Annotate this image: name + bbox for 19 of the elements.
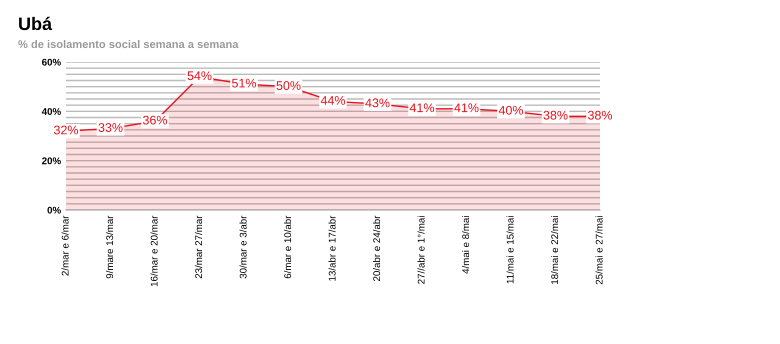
x-tick-label: 23/mar 27/mar bbox=[194, 216, 202, 278]
x-tick-label: 20/abr e 24/abr bbox=[372, 216, 380, 282]
x-tick-label: 9/mare 13/mar bbox=[106, 216, 114, 278]
x-tick-label: 2/mar e 6/mar bbox=[61, 216, 69, 276]
x-tick-label: 11/mai e 15/mai bbox=[506, 216, 514, 284]
x-tick-label: 18/mai e 22/mai bbox=[550, 216, 558, 284]
x-tick-label: 27//abr e 1°/mai bbox=[417, 216, 425, 284]
chart-title: Ubá bbox=[19, 16, 52, 30]
x-tick-label: 6/mar e 10/abr bbox=[284, 216, 292, 278]
x-tick-label: 13/abr e 17/abr bbox=[328, 216, 336, 281]
y-tick-label: 40% bbox=[42, 108, 61, 115]
x-tick-label: 4/mai e 8/mai bbox=[462, 216, 470, 274]
y-tick-label: 20% bbox=[42, 157, 61, 164]
y-tick-label: 60% bbox=[42, 58, 61, 66]
x-tick-label: 30/mar e 3/abr bbox=[239, 216, 247, 278]
chart-subtitle: % de isolamento social semana a semana bbox=[18, 40, 239, 48]
y-tick-label: 0% bbox=[47, 206, 61, 214]
x-tick-label: 16/mar e 20/mar bbox=[150, 216, 158, 286]
x-tick-label: 25/mai e 27/mai bbox=[595, 216, 603, 284]
